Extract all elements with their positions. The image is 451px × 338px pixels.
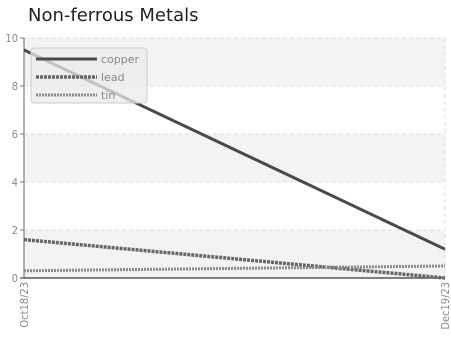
y-tick-label: 4 — [12, 176, 18, 189]
y-tick-label: 10 — [5, 32, 18, 45]
x-axis-ticks: Oct18/23 Dec19/23 — [18, 282, 451, 330]
x-tick-label: Oct18/23 — [18, 282, 31, 328]
series-line-lead — [23, 237, 446, 280]
legend-label-tin[interactable]: tin — [101, 89, 115, 102]
y-tick-label: 2 — [12, 224, 18, 237]
legend-label-copper[interactable]: copper — [101, 53, 140, 66]
axes — [20, 38, 445, 279]
x-tick-label: Dec19/23 — [439, 282, 451, 330]
y-tick-label: 8 — [12, 80, 18, 93]
legend[interactable]: copper lead tin — [30, 47, 148, 104]
y-axis-ticks: 0 2 4 6 8 10 — [5, 32, 24, 285]
chart-title: Non-ferrous Metals — [28, 5, 199, 26]
y-tick-label: 0 — [12, 272, 18, 285]
plot-band — [24, 134, 445, 182]
y-tick-label: 6 — [12, 128, 18, 141]
legend-label-lead[interactable]: lead — [101, 71, 125, 84]
series-line-tin — [23, 264, 446, 273]
